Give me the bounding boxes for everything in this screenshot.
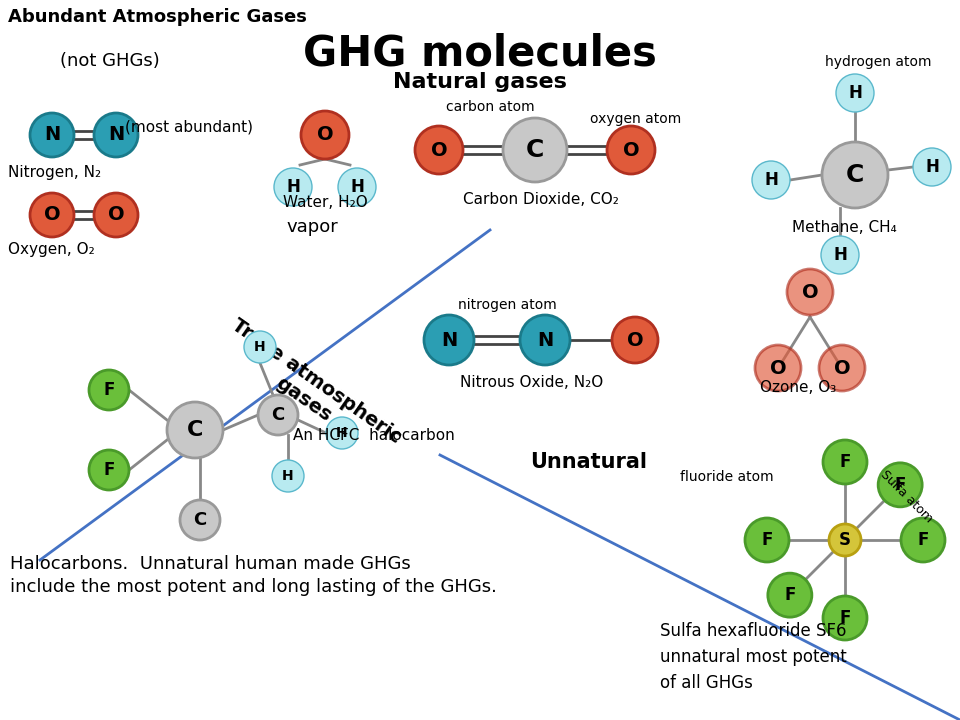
- Circle shape: [244, 331, 276, 363]
- Text: F: F: [784, 586, 796, 604]
- Text: F: F: [918, 531, 928, 549]
- Circle shape: [822, 142, 888, 208]
- Text: include the most potent and long lasting of the GHGs.: include the most potent and long lasting…: [10, 578, 497, 596]
- Text: (not GHGs): (not GHGs): [60, 52, 159, 70]
- Circle shape: [180, 500, 220, 540]
- Text: Abundant Atmospheric Gases: Abundant Atmospheric Gases: [8, 8, 307, 26]
- Text: H: H: [833, 246, 847, 264]
- Text: F: F: [895, 476, 906, 494]
- Text: fluoride atom: fluoride atom: [680, 470, 774, 484]
- Text: N: N: [44, 125, 60, 145]
- Text: C: C: [846, 163, 864, 187]
- Text: N: N: [441, 330, 457, 349]
- Circle shape: [755, 345, 801, 391]
- Circle shape: [836, 74, 874, 112]
- Text: C: C: [526, 138, 544, 162]
- Text: H: H: [336, 426, 348, 440]
- Circle shape: [819, 345, 865, 391]
- Text: Nitrous Oxide, N₂O: Nitrous Oxide, N₂O: [460, 375, 603, 390]
- Text: Oxygen, O₂: Oxygen, O₂: [8, 242, 95, 257]
- Circle shape: [89, 450, 129, 490]
- Text: O: O: [317, 125, 333, 145]
- Circle shape: [607, 126, 655, 174]
- Circle shape: [94, 193, 138, 237]
- Text: Halocarbons.  Unnatural human made GHGs: Halocarbons. Unnatural human made GHGs: [10, 555, 411, 573]
- Text: S: S: [839, 531, 851, 549]
- Text: O: O: [108, 205, 124, 225]
- Text: Ozone, O₃: Ozone, O₃: [760, 380, 836, 395]
- Text: O: O: [770, 359, 786, 377]
- Text: F: F: [104, 461, 114, 479]
- Text: nitrogen atom: nitrogen atom: [458, 298, 557, 312]
- Circle shape: [424, 315, 474, 365]
- Text: of all GHGs: of all GHGs: [660, 674, 753, 692]
- Circle shape: [878, 463, 923, 507]
- Circle shape: [745, 518, 789, 562]
- Text: Trace atmospheric
gases: Trace atmospheric gases: [215, 315, 405, 465]
- Text: F: F: [104, 381, 114, 399]
- Text: O: O: [833, 359, 851, 377]
- Text: C: C: [187, 420, 204, 440]
- Text: An HCFC  halocarbon: An HCFC halocarbon: [293, 428, 455, 443]
- Circle shape: [612, 317, 658, 363]
- Text: H: H: [925, 158, 939, 176]
- Text: C: C: [193, 511, 206, 529]
- Circle shape: [30, 113, 74, 157]
- Circle shape: [901, 518, 945, 562]
- Text: H: H: [350, 178, 364, 196]
- Circle shape: [258, 395, 298, 435]
- Text: hydrogen atom: hydrogen atom: [825, 55, 931, 69]
- Circle shape: [94, 113, 138, 157]
- Circle shape: [301, 111, 349, 159]
- Circle shape: [272, 460, 304, 492]
- Text: F: F: [839, 453, 851, 471]
- Circle shape: [89, 370, 129, 410]
- Text: F: F: [839, 609, 851, 627]
- Circle shape: [338, 168, 376, 206]
- Text: carbon atom: carbon atom: [445, 100, 535, 114]
- Text: Methane, CH₄: Methane, CH₄: [792, 220, 897, 235]
- Circle shape: [30, 193, 74, 237]
- Text: Nitrogen, N₂: Nitrogen, N₂: [8, 165, 101, 180]
- Text: Sulfa atom: Sulfa atom: [878, 468, 935, 526]
- Circle shape: [415, 126, 463, 174]
- Text: GHG molecules: GHG molecules: [303, 32, 657, 74]
- Text: F: F: [761, 531, 773, 549]
- Text: Sulfa hexafluoride SF6: Sulfa hexafluoride SF6: [660, 622, 847, 640]
- Text: O: O: [623, 140, 639, 160]
- Circle shape: [768, 573, 812, 617]
- Text: O: O: [431, 140, 447, 160]
- Text: (most abundant): (most abundant): [125, 120, 253, 135]
- Circle shape: [752, 161, 790, 199]
- Text: vapor: vapor: [286, 218, 338, 236]
- Circle shape: [823, 440, 867, 484]
- Text: O: O: [44, 205, 60, 225]
- Text: O: O: [627, 330, 643, 349]
- Text: oxygen atom: oxygen atom: [590, 112, 682, 126]
- Text: N: N: [537, 330, 553, 349]
- Circle shape: [787, 269, 833, 315]
- Text: H: H: [848, 84, 862, 102]
- Circle shape: [829, 524, 861, 556]
- Circle shape: [503, 118, 567, 182]
- Text: C: C: [272, 406, 284, 424]
- Circle shape: [274, 168, 312, 206]
- Text: Water, H₂O: Water, H₂O: [283, 195, 368, 210]
- Text: H: H: [764, 171, 778, 189]
- Text: H: H: [254, 340, 266, 354]
- Text: O: O: [802, 282, 818, 302]
- Text: H: H: [286, 178, 300, 196]
- Text: Natural gases: Natural gases: [393, 72, 567, 92]
- Circle shape: [167, 402, 223, 458]
- Text: unnatural most potent: unnatural most potent: [660, 648, 847, 666]
- Circle shape: [821, 236, 859, 274]
- Text: Unnatural: Unnatural: [530, 452, 647, 472]
- Text: H: H: [282, 469, 294, 483]
- Circle shape: [520, 315, 570, 365]
- Text: Carbon Dioxide, CO₂: Carbon Dioxide, CO₂: [463, 192, 619, 207]
- Circle shape: [823, 596, 867, 640]
- Circle shape: [326, 417, 358, 449]
- Circle shape: [913, 148, 951, 186]
- Text: N: N: [108, 125, 124, 145]
